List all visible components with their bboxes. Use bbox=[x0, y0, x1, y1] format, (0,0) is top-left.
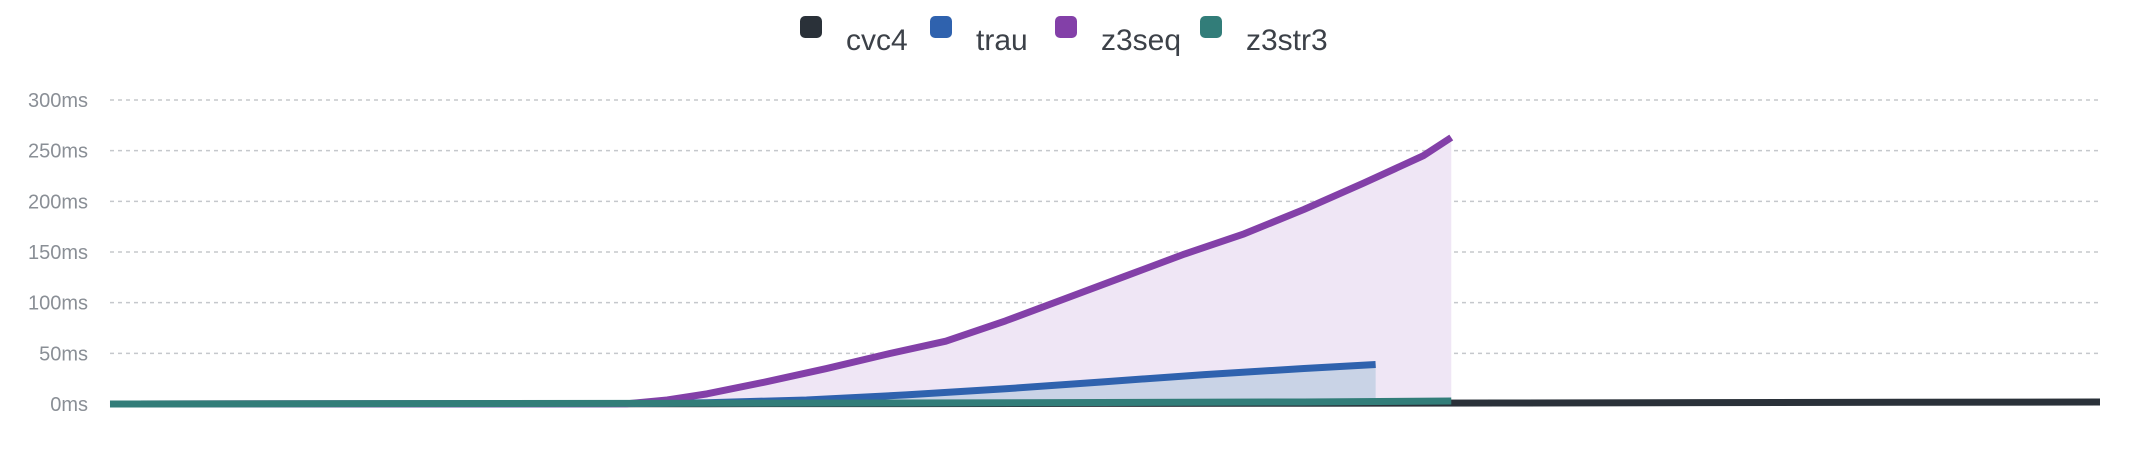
series-areas bbox=[110, 137, 1452, 404]
legend-label: z3str3 bbox=[1246, 24, 1328, 57]
legend-label: cvc4 bbox=[846, 24, 908, 57]
legend-item-z3str3[interactable]: z3str3 bbox=[1200, 16, 1328, 57]
y-tick-label: 200ms bbox=[28, 191, 88, 213]
grid-lines bbox=[110, 99, 2100, 355]
y-tick-label: 250ms bbox=[28, 141, 88, 163]
y-axis: 0ms 50ms 100ms 150ms 200ms 250ms 300ms bbox=[28, 90, 88, 416]
y-tick-label: 300ms bbox=[28, 90, 88, 112]
legend-item-cvc4[interactable]: cvc4 bbox=[800, 16, 908, 57]
legend-swatch bbox=[1200, 16, 1222, 38]
y-tick-label: 100ms bbox=[28, 293, 88, 315]
legend-label: trau bbox=[976, 24, 1028, 57]
y-tick-label: 50ms bbox=[39, 343, 88, 365]
legend-swatch bbox=[930, 16, 952, 38]
line-z3str3 bbox=[109, 397, 1452, 408]
area-trau bbox=[110, 364, 1376, 404]
legend-item-z3seq[interactable]: z3seq bbox=[1055, 16, 1181, 57]
y-tick-label: 150ms bbox=[28, 242, 88, 264]
legend-label: z3seq bbox=[1101, 24, 1181, 57]
legend-swatch bbox=[1055, 16, 1077, 38]
y-tick-label: 0ms bbox=[50, 394, 88, 416]
area-z3seq bbox=[110, 137, 1452, 404]
legend-item-trau[interactable]: trau bbox=[930, 16, 1028, 57]
series-lines bbox=[109, 134, 2101, 408]
line-z3seq bbox=[109, 134, 1454, 408]
legend-swatch bbox=[800, 16, 822, 38]
legend: cvc4 trau z3seq z3str3 bbox=[800, 16, 1328, 57]
